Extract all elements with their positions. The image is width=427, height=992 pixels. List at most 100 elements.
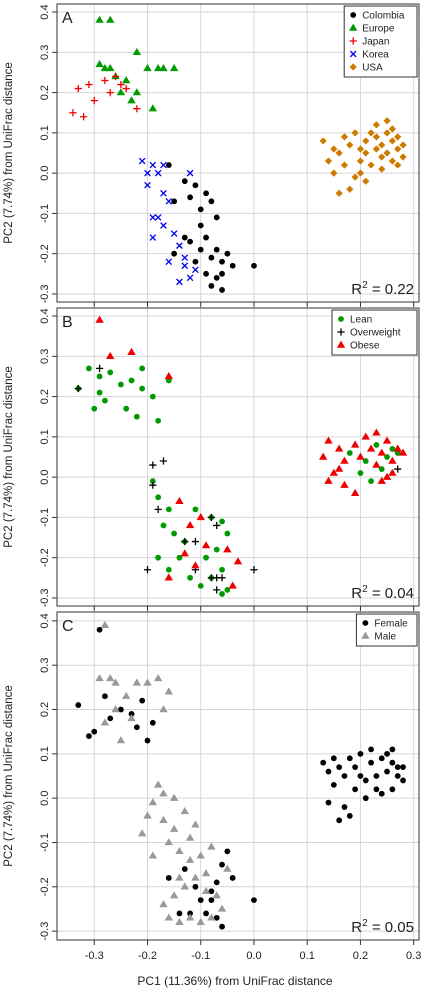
data-point <box>159 815 168 824</box>
data-point <box>185 521 195 529</box>
data-point <box>196 513 205 521</box>
x-tick-label: -0.1 <box>191 950 210 962</box>
data-point <box>128 711 135 717</box>
series-colombia <box>165 162 257 293</box>
y-axis-label: PC2 (7.74%) from UniFrac distance <box>3 62 15 244</box>
data-point <box>393 444 402 452</box>
data-point <box>187 238 193 245</box>
data-point <box>352 764 359 771</box>
data-point <box>233 557 243 565</box>
data-point <box>207 513 215 522</box>
data-point <box>196 917 205 925</box>
data-point <box>324 436 333 444</box>
y-tick-label: 0.0 <box>39 791 51 806</box>
plot-frame <box>56 307 420 607</box>
data-point <box>165 197 173 205</box>
data-point <box>340 456 349 464</box>
data-point <box>329 468 339 476</box>
data-point <box>149 234 157 241</box>
data-point <box>170 230 178 237</box>
data-point <box>165 162 172 168</box>
data-point <box>169 64 179 72</box>
data-point <box>388 456 397 464</box>
data-point <box>164 838 173 846</box>
data-point <box>154 214 162 221</box>
data-point <box>362 795 369 802</box>
data-point <box>213 586 221 594</box>
data-point <box>187 910 193 917</box>
x-tick-label: 0.1 <box>300 950 315 962</box>
data-point <box>208 897 215 904</box>
data-point <box>192 883 199 890</box>
data-point <box>155 494 162 501</box>
data-point <box>192 258 199 265</box>
data-point <box>144 737 151 744</box>
data-point <box>143 678 152 686</box>
data-point <box>153 64 163 72</box>
data-point <box>383 129 391 137</box>
data-point <box>160 161 167 169</box>
data-point <box>153 674 163 682</box>
data-point <box>100 620 110 628</box>
data-point <box>127 96 136 104</box>
y-tick-label: 0.4 <box>39 308 51 323</box>
data-point <box>139 385 146 392</box>
data-point <box>149 393 156 400</box>
data-point <box>144 169 151 177</box>
legend-label: USA <box>362 63 383 74</box>
data-point <box>219 566 225 573</box>
data-point <box>95 674 104 682</box>
data-point <box>100 64 110 72</box>
data-point <box>213 274 220 281</box>
data-point <box>107 369 114 376</box>
data-point <box>197 222 204 229</box>
data-point <box>164 573 173 581</box>
data-point <box>133 413 140 420</box>
data-point <box>143 566 152 574</box>
data-point <box>96 373 103 380</box>
series-male <box>95 620 232 925</box>
data-point <box>203 554 209 561</box>
data-point <box>400 777 406 784</box>
data-point <box>378 755 385 762</box>
data-point <box>389 759 396 766</box>
data-point <box>340 133 349 141</box>
data-point <box>219 923 225 930</box>
data-point <box>324 157 333 165</box>
data-point <box>394 145 402 153</box>
data-point <box>207 913 216 921</box>
data-point <box>175 917 184 925</box>
y-axis-label: PC2 (7.74%) from UniFrac distance <box>3 366 15 548</box>
y-tick-label: 0.3 <box>39 349 51 364</box>
y-tick-label: 0.0 <box>39 165 51 180</box>
data-point <box>155 554 162 561</box>
data-point <box>159 789 168 797</box>
data-point <box>159 457 168 465</box>
data-point <box>213 246 220 253</box>
data-point <box>335 189 343 197</box>
data-point <box>350 440 360 448</box>
data-point <box>203 270 209 277</box>
data-point <box>356 452 365 460</box>
data-point <box>191 537 200 546</box>
data-point <box>90 97 98 105</box>
r-squared-annotation: R2 = 0.04 <box>351 584 414 602</box>
data-point <box>153 780 163 788</box>
data-point <box>389 446 396 452</box>
data-point <box>398 448 408 456</box>
data-point <box>394 133 402 141</box>
data-point <box>171 198 178 205</box>
legend-label: Male <box>374 632 396 643</box>
data-point <box>95 315 104 323</box>
data-point <box>389 786 396 793</box>
legend-marker <box>337 328 345 336</box>
data-point <box>351 173 359 181</box>
data-point <box>180 549 189 557</box>
data-point <box>388 137 396 145</box>
data-point <box>340 480 349 488</box>
y-tick-label: 0.4 <box>39 613 51 628</box>
legend-label: Female <box>374 619 408 630</box>
data-point <box>377 448 386 456</box>
data-point <box>346 755 353 762</box>
legend-marker <box>349 23 358 31</box>
